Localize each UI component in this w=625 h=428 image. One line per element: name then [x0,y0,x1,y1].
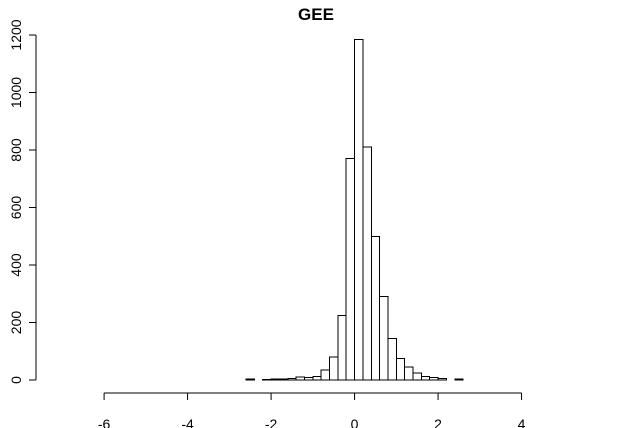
x-tick-label: -4 [181,416,194,428]
histogram-bar [437,378,447,381]
histogram-bar [379,296,389,381]
histogram-bar [354,38,364,381]
histogram-bar [245,378,255,381]
histogram-bar [270,378,280,381]
y-tick-label: 1000 [8,77,24,108]
x-tick-label: 0 [351,416,359,428]
histogram-bar [287,378,297,381]
y-tick-label: 600 [8,196,24,220]
histogram-bar [262,378,272,381]
x-tick-label: 2 [434,416,442,428]
y-tick-label: 200 [8,311,24,335]
y-tick-label: 0 [8,376,24,384]
histogram-bar [404,366,414,381]
y-tick-label: 1200 [8,19,24,50]
histogram-bar [320,369,331,381]
histogram-bar [420,376,431,381]
histogram-bar [362,146,372,381]
histogram-bar [345,158,356,381]
histogram-bar [278,378,289,381]
histogram-bar [312,376,322,381]
x-tick-label: 4 [518,416,526,428]
histogram-bar [295,376,305,381]
chart-title: GEE [298,5,334,24]
histogram-bar [329,356,339,381]
x-tick-label: -6 [98,416,111,428]
histogram-bar [454,378,464,381]
y-tick-label: 400 [8,253,24,277]
histogram-bar [303,377,314,381]
histogram-bar [370,235,381,381]
histogram-bar [387,337,397,381]
y-axis: 0 200 400 600 800 1000 1200 [8,19,37,384]
x-tick-label: -2 [265,416,278,428]
histogram-bar [412,372,422,381]
y-tick-label: 800 [8,138,24,162]
x-axis: -6 -4 -2 0 2 4 [98,392,526,428]
histogram-bar [395,357,406,381]
histogram-bar [429,377,439,381]
histogram-bar [337,314,347,381]
bars-group [245,38,464,381]
